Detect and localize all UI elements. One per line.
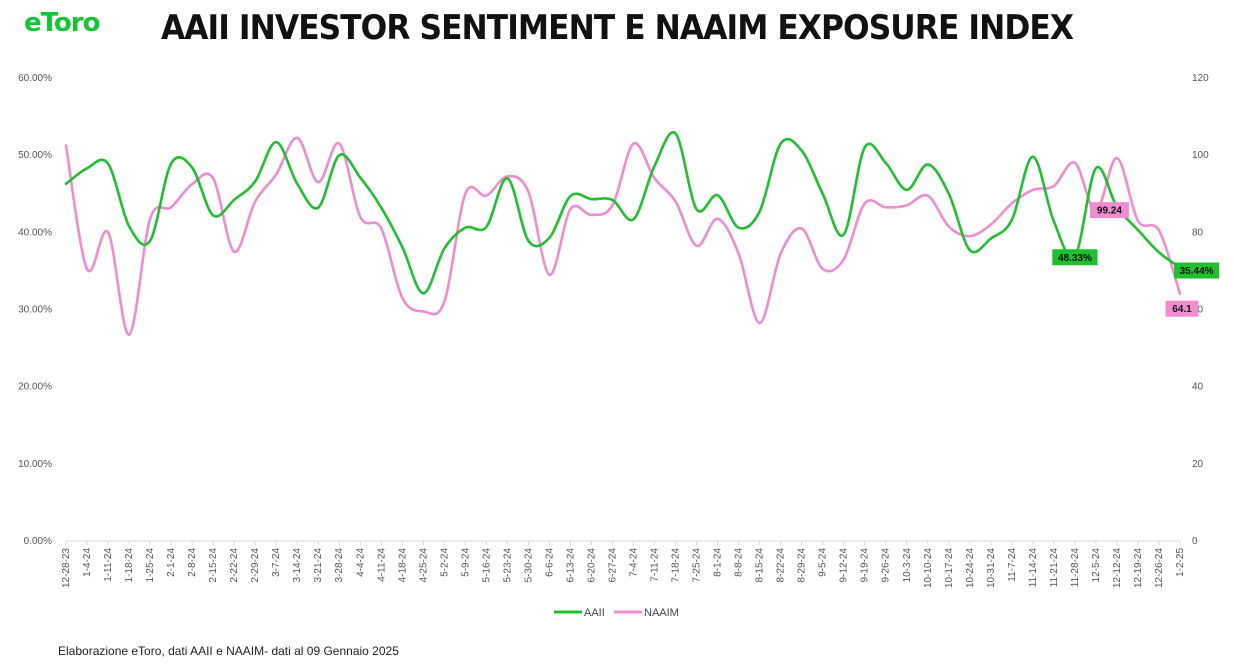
- x-tick-label: 1-2-25: [1175, 548, 1186, 577]
- x-tick-label: 12-26-24: [1154, 548, 1165, 588]
- data-label-aaii: 35.44%: [1180, 266, 1214, 277]
- x-tick-label: 7-18-24: [671, 548, 682, 583]
- x-tick-label: 9-26-24: [881, 548, 892, 583]
- etoro-logo: eToro: [24, 8, 100, 38]
- x-tick-label: 4-18-24: [397, 548, 408, 583]
- x-tick-label: 6-13-24: [565, 548, 576, 583]
- x-tick-label: 2-22-24: [229, 548, 240, 583]
- x-tick-label: 2-29-24: [250, 548, 261, 583]
- x-tick-label: 1-18-24: [124, 548, 135, 583]
- legend: AAII NAAIM: [554, 607, 679, 619]
- x-tick-label: 10-10-24: [923, 548, 934, 588]
- x-tick-label: 3-28-24: [334, 548, 345, 583]
- chart-title: AAII INVESTOR SENTIMENT E NAAIM EXPOSURE…: [160, 8, 1074, 48]
- data-label-box: [1089, 202, 1129, 219]
- x-tick-label: 6-27-24: [607, 548, 618, 583]
- data-label-box: [1165, 300, 1199, 317]
- right-tick-label: 40: [1192, 382, 1204, 393]
- source-note: Elaborazione eToro, dati AAII e NAAIM- d…: [58, 644, 399, 658]
- left-tick-label: 30.00%: [18, 305, 52, 316]
- x-tick-label: 4-4-24: [355, 548, 366, 577]
- data-label-naaim: 99.24: [1097, 206, 1122, 217]
- x-tick-label: 10-3-24: [902, 548, 913, 583]
- x-tick-label: 10-24-24: [965, 548, 976, 588]
- data-labels: 48.33% 99.24 35.44% 64.1: [1052, 202, 1220, 317]
- series-lines: [64, 130, 1182, 336]
- x-tick-label: 5-30-24: [523, 548, 534, 583]
- x-tick-label: 5-16-24: [481, 548, 492, 583]
- x-tick-label: 3-14-24: [292, 548, 303, 583]
- x-tick-label: 3-7-24: [271, 548, 282, 577]
- x-tick-label: 7-25-24: [692, 548, 703, 583]
- x-tick-label: 1-4-24: [82, 548, 93, 577]
- data-label-box: [1174, 262, 1220, 279]
- x-tick-label: 3-21-24: [313, 548, 324, 583]
- x-tick-label: 1-25-24: [145, 548, 156, 583]
- x-tick-label: 10-17-24: [944, 548, 955, 588]
- data-label-naaim: 64.1: [1172, 304, 1192, 315]
- x-tick-label: 8-1-24: [713, 548, 724, 577]
- x-tick-label: 8-29-24: [797, 548, 808, 583]
- x-tick-label: 11-21-24: [1049, 548, 1060, 588]
- x-tick-label: 5-2-24: [439, 548, 450, 577]
- x-tick-label: 10-31-24: [986, 548, 997, 588]
- series-line-aaii: [64, 130, 1182, 295]
- x-tick-label: 8-22-24: [776, 548, 787, 583]
- left-tick-label: 20.00%: [18, 382, 52, 393]
- x-tick-label: 5-9-24: [460, 548, 471, 577]
- x-tick-label: 2-8-24: [187, 548, 198, 577]
- x-tick-label: 12-12-24: [1112, 548, 1123, 588]
- x-tick-label: 8-8-24: [734, 548, 745, 577]
- x-tick-label: 8-15-24: [755, 548, 766, 583]
- x-tick-label: 11-14-24: [1028, 548, 1039, 588]
- right-tick-label: 20: [1192, 459, 1204, 470]
- right-tick-label: 80: [1192, 227, 1204, 238]
- x-tick-label: 11-7-24: [1007, 548, 1018, 582]
- right-tick-label: 0: [1192, 536, 1198, 547]
- x-tick-label: 5-23-24: [502, 548, 513, 583]
- legend-label-aaii: AAII: [584, 607, 605, 619]
- x-axis: 12-28-23 1-4-24 1-11-24 1-18-24 1-25-24 2-1-2…: [61, 540, 1186, 588]
- series-line-naaim: [64, 136, 1182, 336]
- right-tick-label: 120: [1192, 73, 1209, 84]
- left-tick-label: 10.00%: [18, 459, 52, 470]
- x-tick-label: 9-19-24: [860, 548, 871, 583]
- left-tick-label: 40.00%: [18, 227, 52, 238]
- x-tick-label: 7-11-24: [650, 548, 661, 582]
- x-tick-label: 12-5-24: [1091, 548, 1102, 583]
- left-tick-label: 50.00%: [18, 150, 52, 161]
- left-axis: 0.00% 10.00% 20.00% 30.00% 40.00% 50.00% 60.00…: [18, 73, 52, 547]
- x-tick-label: 12-28-23: [61, 548, 72, 588]
- x-tick-label: 4-11-24: [376, 548, 387, 582]
- x-tick-label: 6-6-24: [544, 548, 555, 577]
- left-tick-label: 60.00%: [18, 73, 52, 84]
- x-tick-label: 2-1-24: [166, 548, 177, 577]
- legend-label-naaim: NAAIM: [644, 607, 679, 619]
- x-tick-label: 1-11-24: [103, 548, 114, 582]
- x-tick-label: 2-15-24: [208, 548, 219, 583]
- data-label-aaii: 48.33%: [1058, 253, 1092, 264]
- x-tick-label: 7-4-24: [629, 548, 640, 577]
- x-tick-label: 11-28-24: [1070, 548, 1081, 588]
- data-label-box: [1052, 249, 1098, 266]
- left-tick-label: 0.00%: [24, 536, 52, 547]
- x-tick-label: 9-12-24: [839, 548, 850, 583]
- x-tick-label: 4-25-24: [418, 548, 429, 583]
- x-tick-label: 12-19-24: [1133, 548, 1144, 588]
- x-tick-label: 6-20-24: [586, 548, 597, 583]
- x-tick-label: 9-5-24: [818, 548, 829, 577]
- right-tick-label: 100: [1192, 150, 1209, 161]
